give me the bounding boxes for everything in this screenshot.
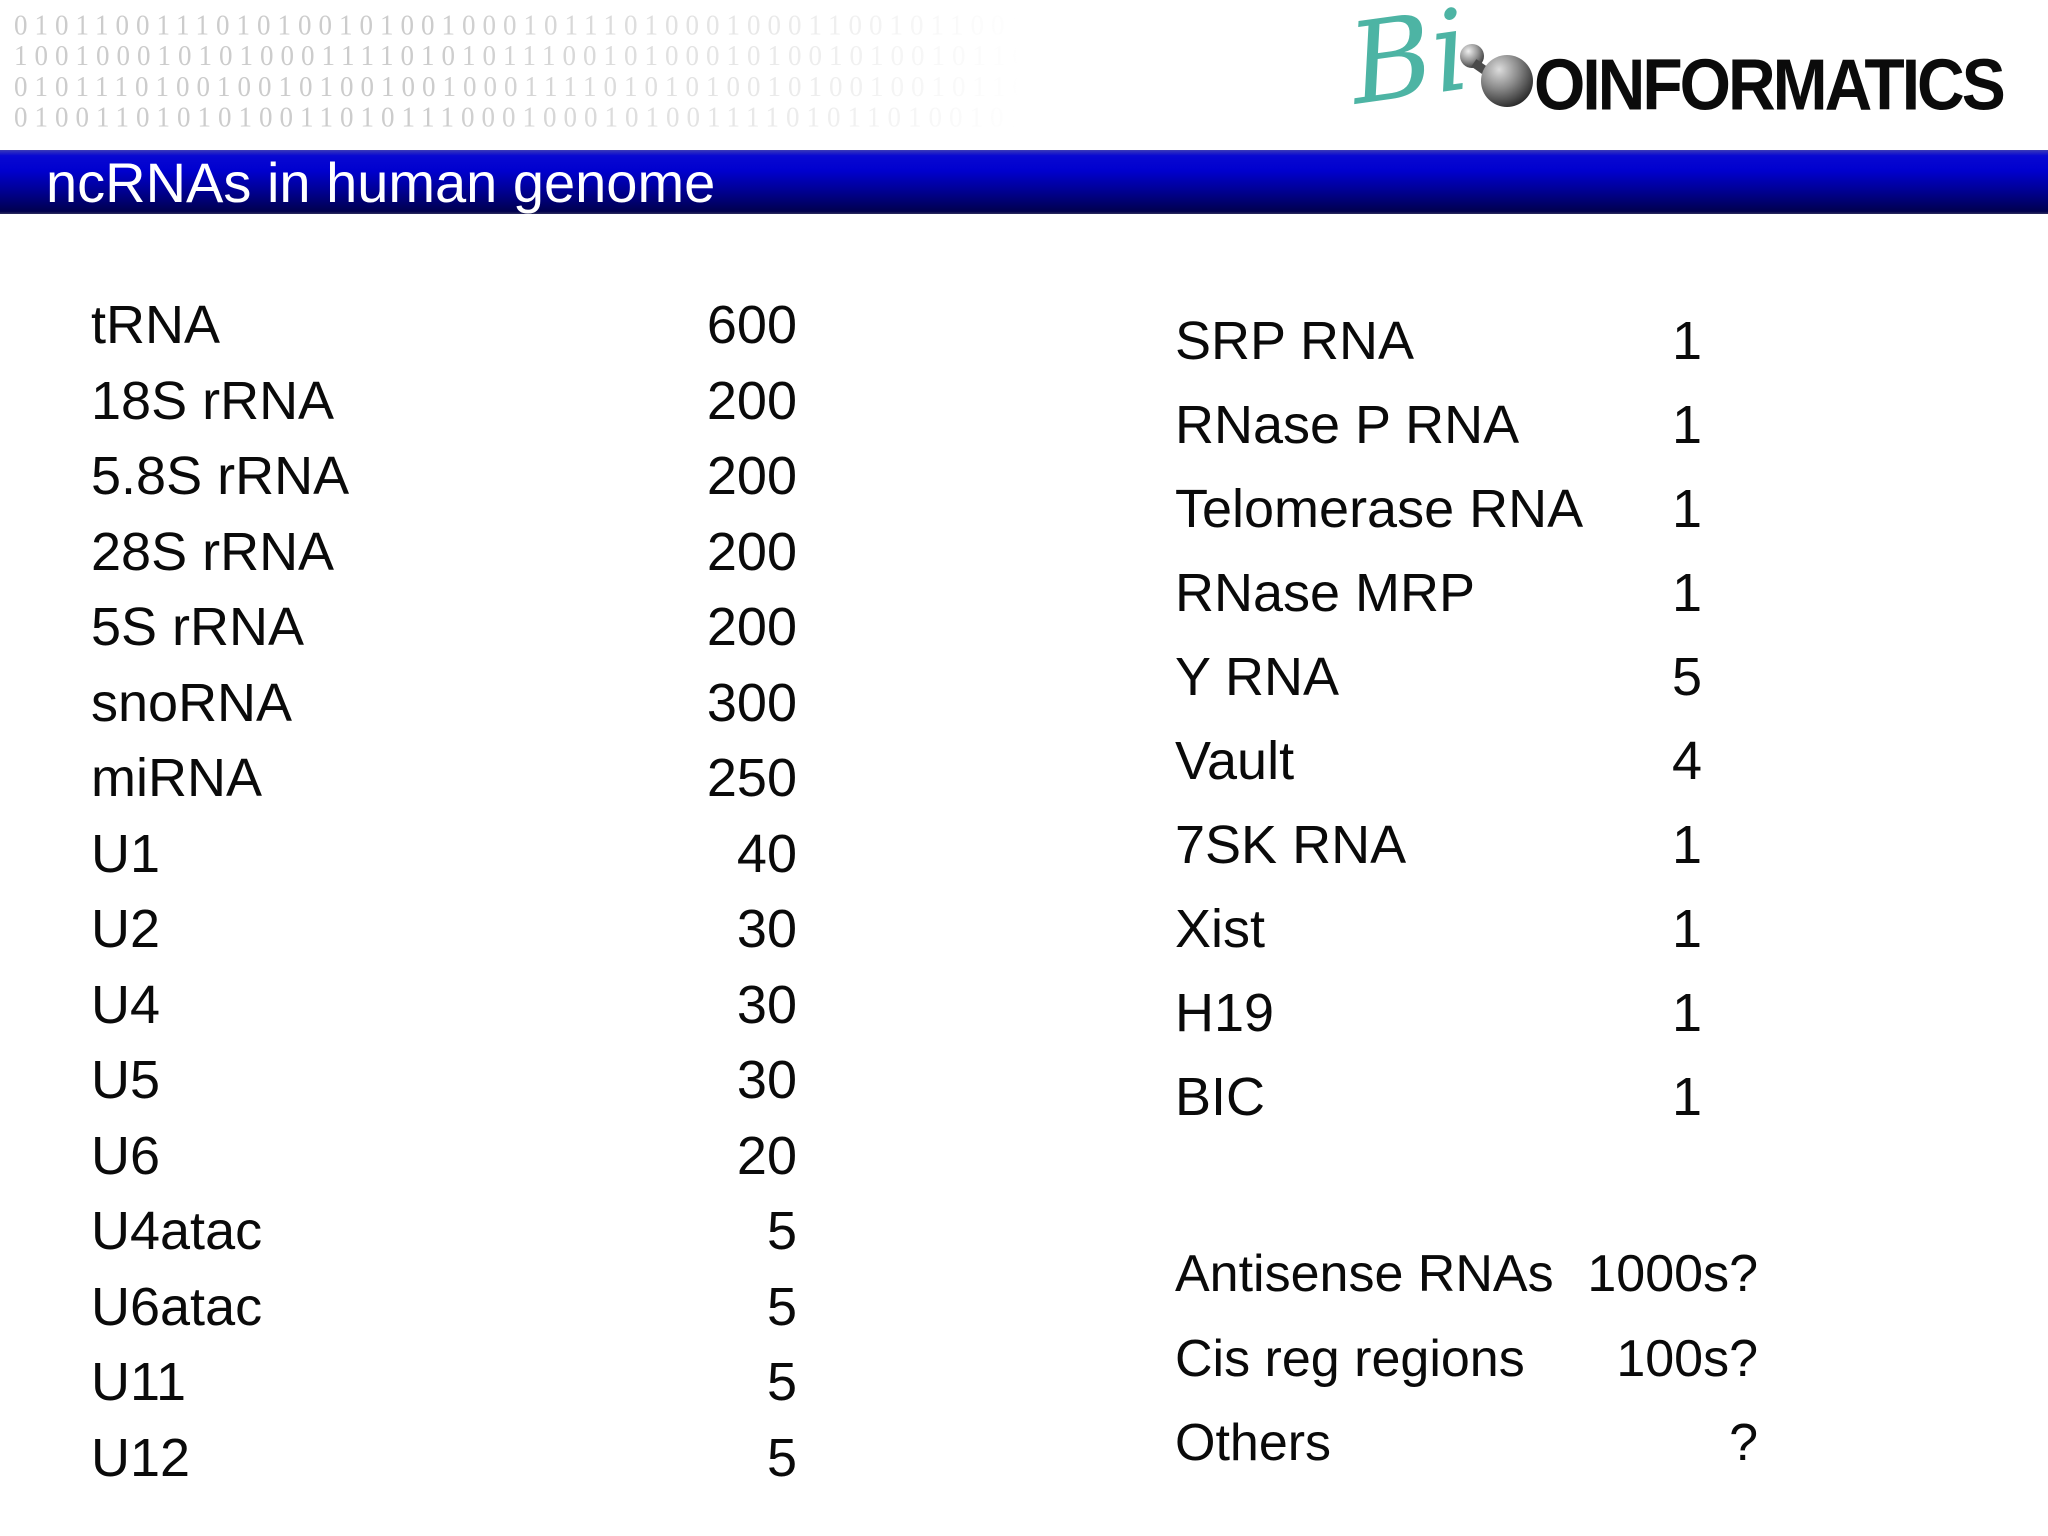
ncrna-row: RNase MRP 1 — [1175, 551, 1702, 635]
ncrna-row-value: 1 — [1671, 563, 1702, 623]
ncrna-row-label: U11 — [91, 1352, 187, 1412]
ncrna-row-value: 300 — [706, 672, 797, 733]
ncrna-row-label: BIC — [1175, 1067, 1266, 1127]
ncrna-row: Vault 4 — [1175, 719, 1702, 803]
ncrna-row-value: 200 — [706, 446, 797, 506]
ncrna-row: H19 1 — [1175, 971, 1702, 1055]
estimate-row-label: Antisense RNAs — [1175, 1245, 1554, 1303]
ncrna-row-value: 30 — [736, 899, 797, 959]
ncrna-row: U6atac 5 — [91, 1270, 797, 1346]
ncrna-count-table-left: tRNA 600 18S rRNA 200 5.8S rRNA 200 28S rRNA 20… — [91, 288, 797, 1496]
ncrna-row-value: 1 — [1671, 899, 1702, 959]
ncrna-row-label: Telomerase RNA — [1175, 479, 1584, 539]
ncrna-row-value: 1 — [1671, 311, 1702, 371]
ncrna-row: U6 20 — [91, 1119, 797, 1195]
ncrna-row: Telomerase RNA 1 — [1175, 467, 1702, 551]
ncrna-row-label: 5.8S rRNA — [91, 446, 350, 506]
ncrna-row-value: 40 — [736, 823, 797, 884]
ncrna-row-value: 1 — [1671, 815, 1702, 875]
ncrna-row: BIC 1 — [1175, 1055, 1702, 1139]
ncrna-row-label: RNase MRP — [1175, 563, 1476, 623]
ncrna-row-value: 200 — [706, 370, 797, 431]
ncrna-row-label: U4 — [91, 974, 161, 1035]
ncrna-row: U4atac 5 — [91, 1194, 797, 1270]
estimate-row-value: 100s? — [1616, 1329, 1758, 1388]
ncrna-row-value: 5 — [766, 1352, 797, 1412]
ncrna-row-label: Y RNA — [1175, 647, 1340, 707]
estimate-row-label: Others — [1175, 1414, 1332, 1472]
ncrna-row-label: Xist — [1175, 899, 1266, 959]
ncrna-row-value: 200 — [706, 597, 797, 657]
ncrna-row-label: RNase P RNA — [1175, 395, 1520, 455]
ncrna-row-label: U4atac — [91, 1201, 263, 1261]
ncrna-row-label: miRNA — [91, 748, 262, 808]
ncrna-row-label: 18S rRNA — [91, 370, 335, 431]
ncrna-row-value: 1 — [1671, 983, 1702, 1043]
ncrna-row: U4 30 — [91, 968, 797, 1044]
ncrna-row-label: 7SK RNA — [1175, 815, 1407, 875]
ncrna-row: 7SK RNA 1 — [1175, 803, 1702, 887]
ncrna-row-label: 5S rRNA — [91, 597, 305, 657]
molecule-large-sphere-icon — [1481, 55, 1533, 107]
ncrna-row-value: 30 — [736, 1050, 797, 1110]
ncrna-row: 18S rRNA 200 — [91, 364, 797, 440]
ncrna-row-value: 1 — [1671, 479, 1702, 539]
ncrna-row: 28S rRNA 200 — [91, 515, 797, 591]
ncrna-row-label: U12 — [91, 1427, 191, 1488]
ncrna-row-label: U6atac — [91, 1276, 263, 1337]
ncrna-row-label: SRP RNA — [1175, 311, 1415, 371]
ncrna-row-label: U6 — [91, 1125, 161, 1186]
ncrna-row-label: U1 — [91, 823, 161, 884]
bioinformatics-logo: Bi OINFORMATICS — [1342, 0, 2040, 131]
ncrna-row: 5S rRNA 200 — [91, 590, 797, 666]
ncrna-row: miRNA 250 — [91, 741, 797, 817]
ncrna-row-label: Vault — [1175, 731, 1295, 791]
estimate-row: Cis reg regions 100s? — [1175, 1317, 1758, 1402]
ncrna-row-label: U5 — [91, 1050, 161, 1110]
ncrna-row-value: 250 — [706, 748, 797, 808]
estimate-row-label: Cis reg regions — [1175, 1329, 1525, 1388]
ncrna-row-value: 1 — [1671, 395, 1702, 455]
ncrna-row-value: 5 — [766, 1427, 797, 1488]
ncrna-row-value: 1 — [1671, 1067, 1702, 1127]
estimate-row: Antisense RNAs 1000s? — [1175, 1232, 1758, 1317]
ncrna-row: SRP RNA 1 — [1175, 299, 1702, 383]
ncrna-row: U12 5 — [91, 1421, 797, 1497]
ncrna-row-label: U2 — [91, 899, 161, 959]
ncrna-row: 5.8S rRNA 200 — [91, 439, 797, 515]
ncrna-row: U2 30 — [91, 892, 797, 968]
ncrna-row-value: 20 — [736, 1125, 797, 1186]
ncrna-row: Xist 1 — [1175, 887, 1702, 971]
ncrna-row-value: 30 — [736, 974, 797, 1035]
estimate-row: Others? — [1175, 1401, 1758, 1486]
ncrna-estimates-table: Antisense RNAs 1000s? Cis reg regions 100s?… — [1175, 1232, 1758, 1486]
ncrna-row-value: 200 — [706, 521, 797, 582]
slide-title: ncRNAs in human genome — [46, 151, 716, 214]
ncrna-count-table-right: SRP RNA 1 RNase P RNA 1 Telomerase RNA 1 RNase… — [1175, 299, 1702, 1139]
logo-wordmark: OINFORMATICS — [1534, 43, 2006, 125]
ncrna-row: Y RNA 5 — [1175, 635, 1702, 719]
ncrna-row: U5 30 — [91, 1043, 797, 1119]
ncrna-row-value: 4 — [1671, 731, 1702, 791]
ncrna-row-value: 600 — [706, 295, 797, 355]
ncrna-row-value: 5 — [1671, 647, 1702, 707]
estimate-row-value: ? — [1729, 1414, 1758, 1472]
estimate-row-value: 1000s? — [1587, 1245, 1758, 1303]
logo-script-bi: Bi — [1341, 0, 1477, 131]
ncrna-row: U1 40 — [91, 817, 797, 893]
ncrna-row-label: snoRNA — [91, 672, 293, 733]
binary-fade-overlay — [430, 0, 1250, 140]
ncrna-row-value: 5 — [766, 1201, 797, 1261]
ncrna-row-label: 28S rRNA — [91, 521, 335, 582]
ncrna-row-label: H19 — [1175, 983, 1275, 1043]
ncrna-row: U11 5 — [91, 1345, 797, 1421]
ncrna-row-value: 5 — [766, 1276, 797, 1337]
ncrna-row-label: tRNA — [91, 295, 221, 355]
ncrna-row: snoRNA 300 — [91, 666, 797, 742]
ncrna-row: RNase P RNA 1 — [1175, 383, 1702, 467]
ncrna-row: tRNA 600 — [91, 288, 797, 364]
title-bar: ncRNAs in human genome — [0, 150, 2048, 214]
